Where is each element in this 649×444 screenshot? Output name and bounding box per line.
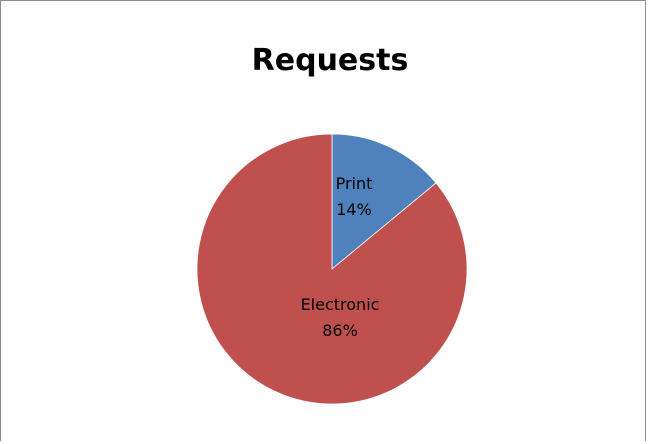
pie-slice-electronic — [196, 133, 468, 405]
slice-label-print: Print — [336, 174, 373, 193]
slice-value-print: 14% — [336, 200, 372, 219]
slice-value-electronic: 86% — [322, 321, 358, 340]
pie-slice-print — [331, 133, 437, 270]
slice-label-electronic: Electronic — [301, 295, 380, 314]
pie-labels: Print 14% Electronic 86% — [301, 174, 380, 340]
chart-title: Requests — [252, 43, 409, 78]
pie-slices — [196, 133, 468, 405]
